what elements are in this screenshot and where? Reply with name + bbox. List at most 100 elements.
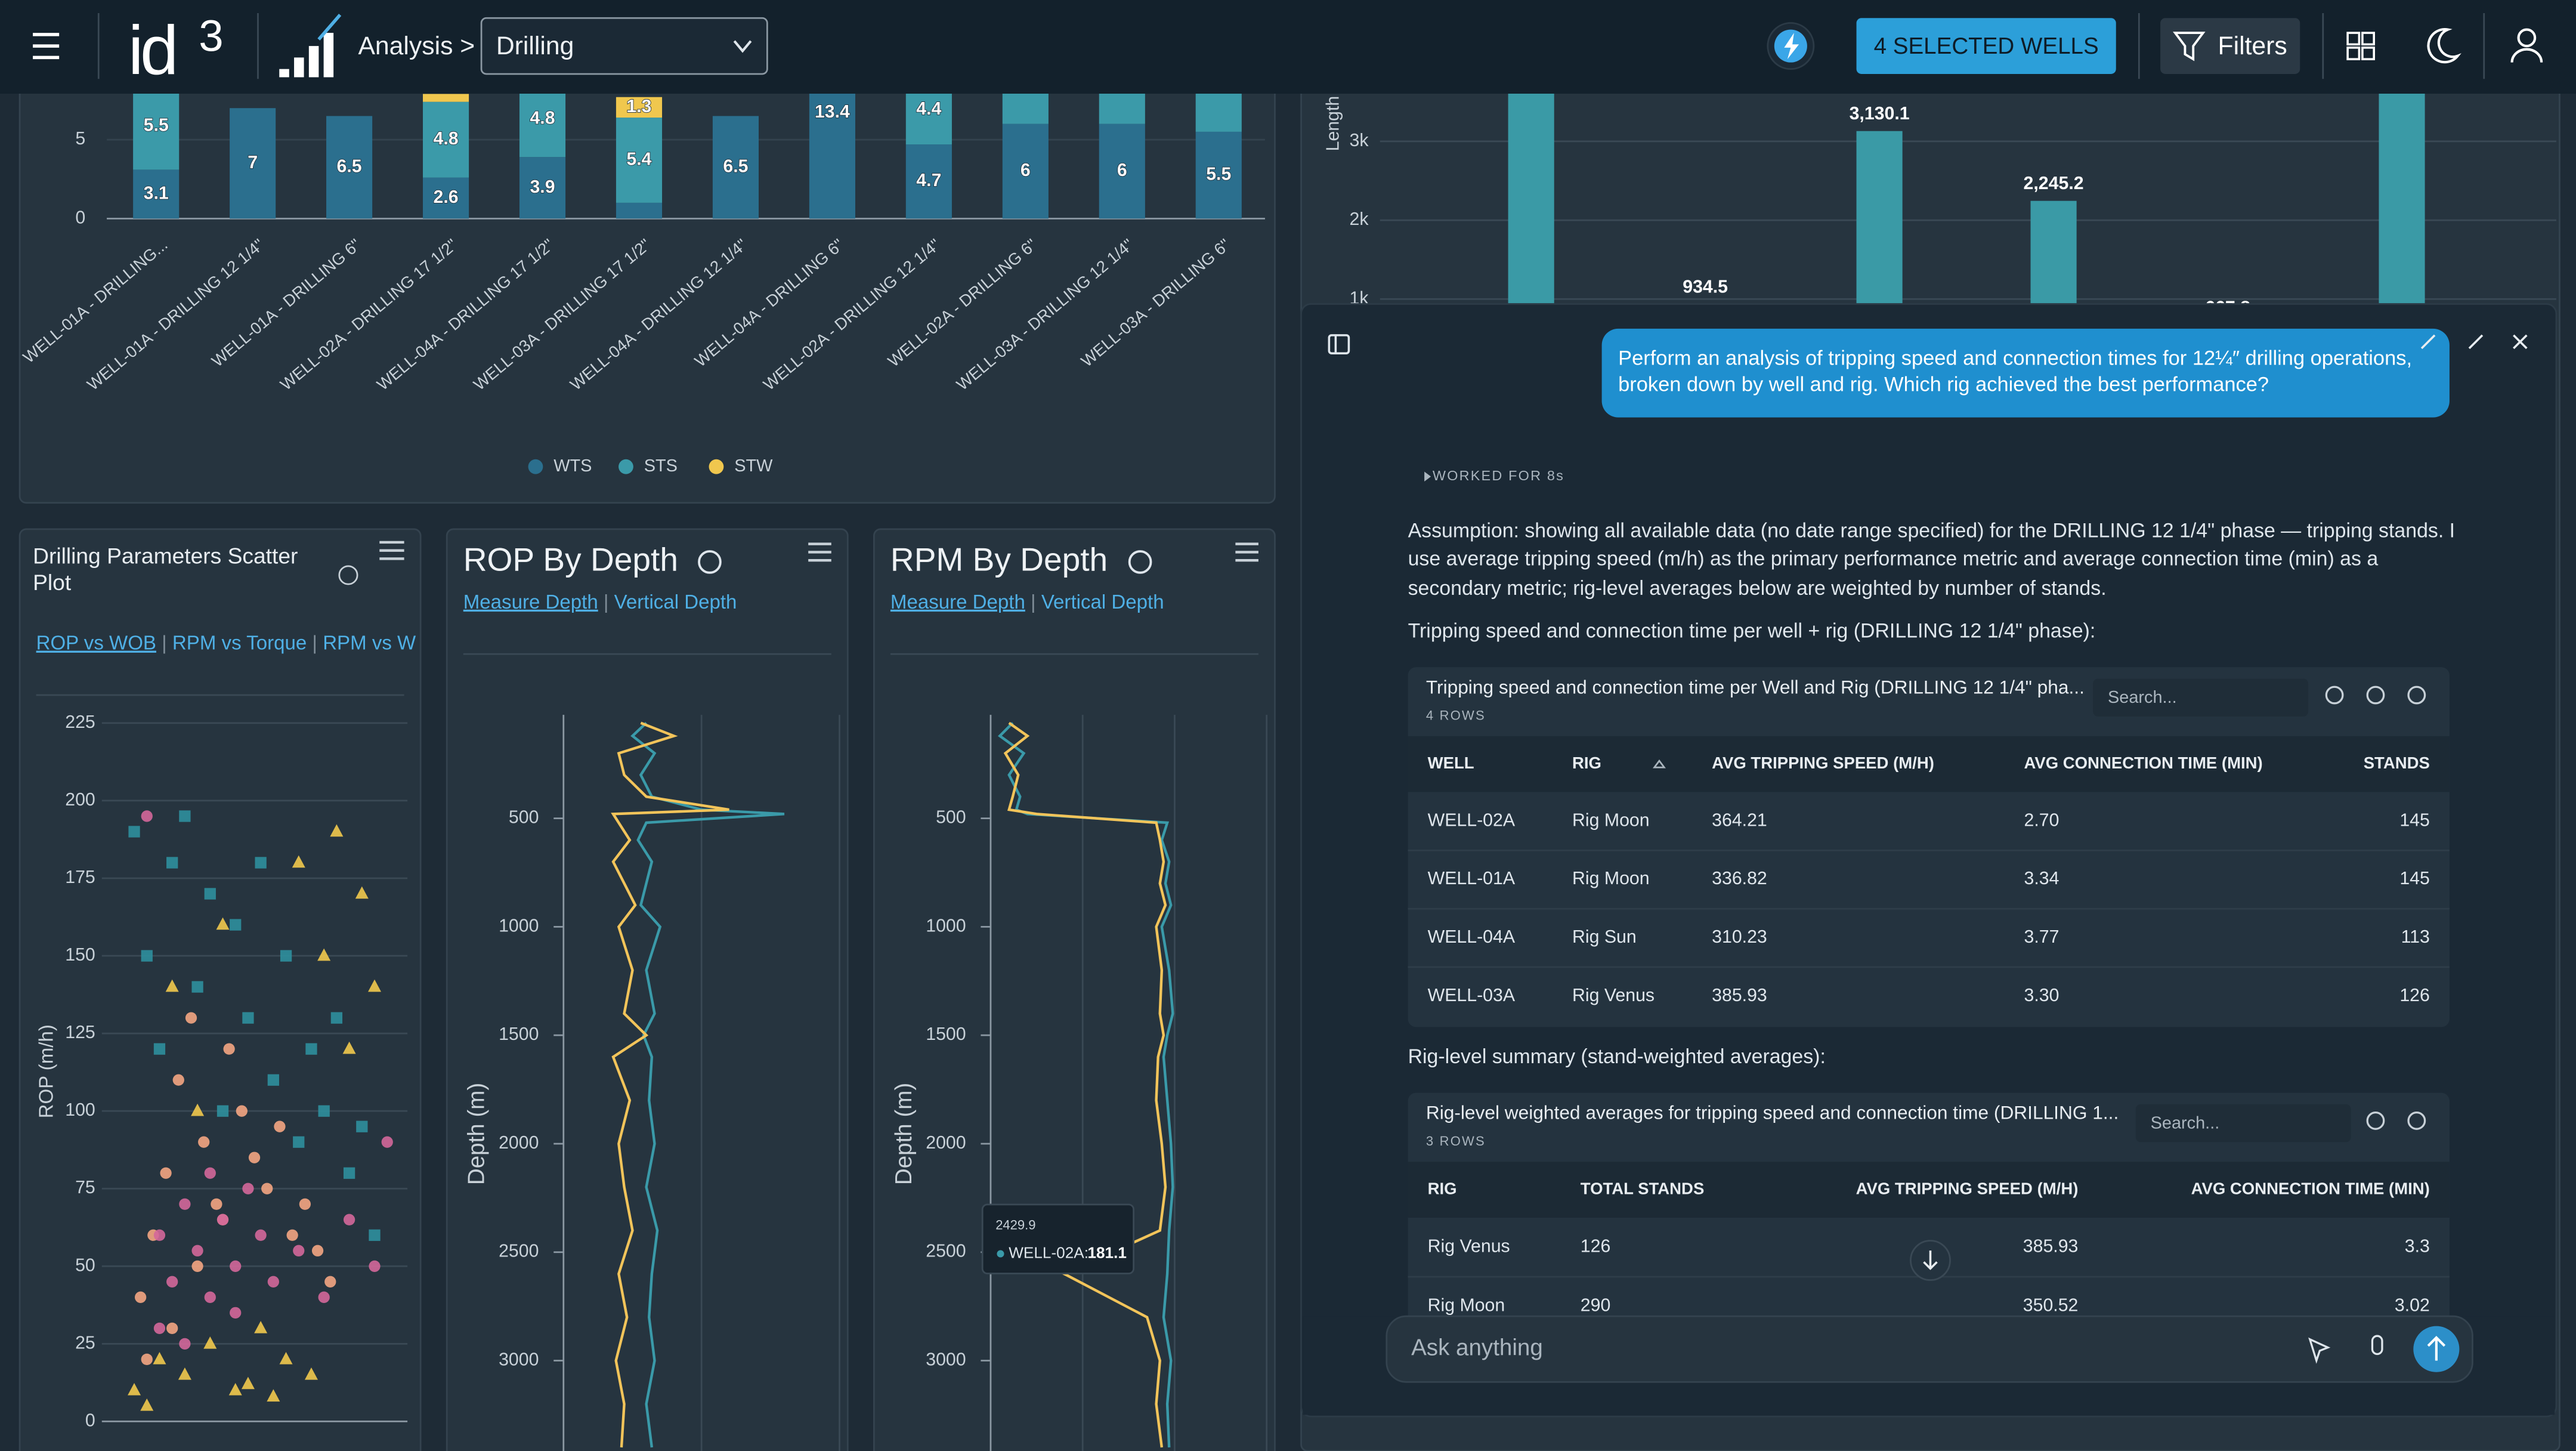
button-label[interactable]: Filters [2218,32,2287,60]
y-tick-label: 1500 [926,1024,966,1044]
cell: Rig Moon [1572,810,1650,830]
y-tick-label: 500 [936,808,966,828]
cell: 145 [2399,869,2430,888]
point [299,1198,311,1210]
point [255,857,267,869]
table-icon[interactable] [2407,686,2426,705]
link[interactable]: RPM vs Torque [172,632,307,654]
table-icon[interactable] [2366,686,2385,705]
tooltip [981,1203,1134,1274]
selected-wells-button[interactable] [1856,18,2116,74]
table-header [1408,1162,2450,1218]
theme-icon[interactable] [2427,28,2461,64]
point [191,1245,203,1256]
point [230,1260,242,1272]
search-placeholder[interactable]: Search... [2151,1114,2220,1133]
filter-icon [2173,32,2206,61]
y-tick-label: 3000 [926,1350,966,1370]
analytics-icon [323,33,334,78]
cell: 364.21 [1712,810,1767,830]
y-tick-label: 2000 [926,1133,966,1153]
point [292,855,305,868]
data-label: 3,130.1 [1850,104,1910,124]
point [242,1012,254,1024]
y-tick-label: 3000 [499,1350,539,1370]
point [153,1229,166,1241]
input-placeholder[interactable]: Ask anything [1411,1335,1543,1360]
info-icon [698,550,722,574]
button-label[interactable]: 4 SELECTED WELLS [1874,33,2099,59]
y-tick-label: 2500 [926,1242,966,1261]
link[interactable]: Vertical Depth [614,591,737,613]
analytics-icon [294,57,304,78]
y-tick-label: 5 [75,129,85,149]
column-header: RIG [1428,1179,1457,1197]
y-tick-label: 100 [65,1100,95,1120]
column-header: TOTAL STANDS [1581,1179,1705,1197]
link[interactable]: ROP vs WOB [36,632,156,654]
info-icon [338,565,358,585]
link[interactable]: Vertical Depth [1041,591,1164,613]
y-tick-label: 2500 [499,1242,539,1261]
sidebar-icon[interactable] [1328,334,1350,354]
data-label: 5.5 [1206,165,1231,184]
point [166,1276,178,1288]
layout-icon[interactable] [2361,47,2375,60]
bar-segment [326,116,373,219]
data-label: 934.5 [1683,277,1728,297]
y-tick-label: 3k [1349,131,1369,150]
cursor-icon[interactable] [2308,1337,2331,1364]
data-label: 4.7 [916,171,941,190]
dropdown-value[interactable]: Drilling [496,32,574,60]
bar-segment [519,81,566,158]
user-icon[interactable] [2517,28,2537,48]
user-message: Perform an analysis of tripping speed an… [1618,347,2413,396]
assistant-text: Rig-level summary (stand-weighted averag… [1408,1045,1826,1069]
chevron [733,40,752,53]
layout-icon[interactable] [2346,32,2361,46]
point [324,1276,336,1288]
point [178,1367,191,1380]
legend-label: STW [734,456,773,476]
link[interactable]: RPM vs W [323,632,416,654]
chat-input[interactable] [1386,1315,2473,1383]
breadcrumb: Analysis > [358,32,475,60]
link[interactable]: Measure Depth [890,591,1025,613]
point [267,1074,279,1086]
data-label: 2,245.2 [2024,174,2084,193]
column-header: AVG TRIPPING SPEED (M/H) [1856,1179,2079,1197]
sort-icon [1652,759,1666,768]
search-box[interactable] [2093,678,2309,717]
point [153,1043,166,1055]
data-label: 3.1 [144,183,169,203]
point [317,948,331,961]
search-placeholder[interactable]: Search... [2108,688,2177,707]
assistant-text: Tripping speed and connection time per w… [1408,619,2096,643]
y-axis-label: Depth (m) [891,1083,917,1185]
point [179,1338,191,1350]
table-icon[interactable] [2366,1111,2385,1130]
table-icon[interactable] [2407,1111,2426,1130]
data-label: 6 [1117,160,1127,180]
logo: id [128,11,175,89]
cell: 126 [1581,1236,1611,1256]
bar-segment [422,177,469,219]
point [343,1214,355,1225]
data-label: 4.4 [916,99,941,119]
bar-segment [133,169,180,219]
search-box[interactable] [2135,1104,2351,1143]
table-icon[interactable] [2325,686,2344,705]
dropdown[interactable] [480,17,768,75]
mic-icon[interactable] [2371,1335,2383,1356]
logo: 3 [199,11,223,61]
link[interactable]: Measure Depth [463,591,598,613]
bar-segment [1099,124,1145,219]
point [311,1245,324,1256]
cell: WELL-02A [1428,810,1516,830]
layout-icon[interactable] [2346,47,2361,60]
cell: WELL-04A [1428,927,1516,947]
point [179,810,191,822]
layout-icon[interactable] [2361,32,2375,46]
scroll-down-arrow [1923,1250,1938,1270]
y-tick-label: 1500 [499,1024,539,1044]
